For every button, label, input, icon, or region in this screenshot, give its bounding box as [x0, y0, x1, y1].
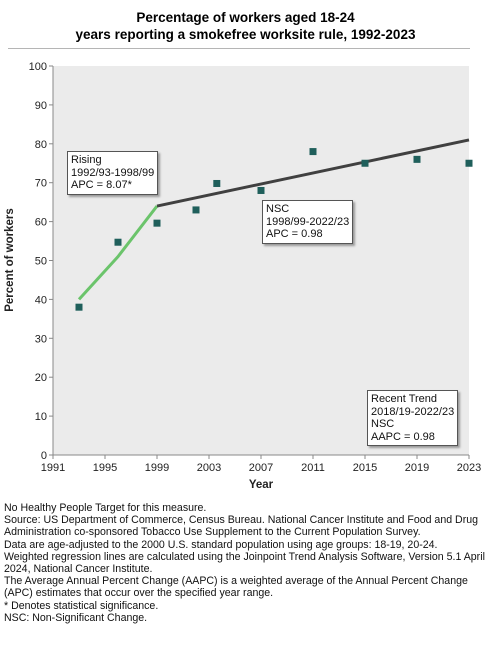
trend-line-1 — [77, 205, 159, 301]
y-tick-label: 60 — [35, 217, 47, 229]
y-tick-label: 0 — [41, 450, 47, 462]
x-tick-label: 2023 — [457, 462, 481, 474]
data-point — [257, 186, 265, 194]
y-tick-label: 70 — [35, 178, 47, 190]
note-significance: * Denotes statistical significance. — [4, 599, 159, 612]
annotation-rising-line-3: APC = 8.07* — [71, 179, 132, 191]
title-divider — [8, 48, 470, 49]
y-tick-label: 80 — [35, 139, 47, 151]
annotation-recent-trend: Recent Trend 2018/19-2022/23 NSC AAPC = … — [367, 390, 459, 446]
x-axis-ticks: 1991 1995 1999 2003 2007 2011 2015 2019 2023 — [41, 455, 481, 474]
data-point — [153, 219, 161, 227]
annotation-nsc-line-2: 1998/99-2022/23 — [266, 215, 350, 228]
x-tick-label: 2019 — [405, 462, 429, 474]
x-tick-label: 2007 — [249, 462, 273, 474]
annotation-nsc-line-1: NSC — [266, 203, 290, 215]
data-points — [75, 148, 473, 311]
data-point — [361, 159, 369, 167]
y-tick-label: 20 — [35, 372, 47, 384]
annotation-recent-line-4: AAPC = 0.98 — [371, 430, 435, 443]
annotation-nsc-line-3: APC = 0.98 — [266, 228, 323, 240]
note-source: Source: US Department of Commerce, Censu… — [4, 514, 479, 539]
annotation-recent-line-1: Recent Trend — [371, 393, 438, 405]
footnotes: No Healthy People Target for this measur… — [4, 502, 488, 624]
chart-title-line-1: Percentage of workers aged 18-24 — [136, 10, 355, 25]
annotation-rising: Rising 1992/93-1998/99 APC = 8.07* — [67, 151, 159, 195]
annotation-recent-line-2: 2018/19-2022/23 — [371, 405, 455, 418]
y-tick-label: 10 — [35, 411, 47, 423]
trend-lines — [77, 138, 470, 301]
x-tick-label: 1999 — [145, 462, 169, 474]
x-tick-label: 1991 — [41, 462, 65, 474]
y-tick-label: 90 — [35, 100, 47, 112]
data-point — [114, 238, 122, 246]
x-tick-label: 2003 — [197, 462, 221, 474]
y-axis-title: Percent of workers — [4, 208, 16, 312]
x-tick-label: 1995 — [93, 462, 117, 474]
y-tick-label: 30 — [35, 333, 47, 345]
y-tick-label: 40 — [35, 294, 47, 306]
data-point — [465, 159, 473, 167]
annotation-rising-line-2: 1992/93-1998/99 — [71, 166, 155, 179]
chart-title-line-2: years reporting a smokefree worksite rul… — [75, 27, 416, 42]
y-tick-label: 50 — [35, 256, 47, 268]
annotation-nsc: NSC 1998/99-2022/23 APC = 0.98 — [262, 200, 354, 244]
y-axis-ticks: 0 10 20 30 40 50 60 70 80 90 100 — [29, 61, 53, 462]
data-point — [213, 179, 221, 187]
note-target: No Healthy People Target for this measur… — [4, 502, 207, 514]
x-tick-label: 2015 — [353, 462, 377, 474]
note-regression: Weighted regression lines are calculated… — [4, 550, 485, 576]
note-aapc: The Average Annual Percent Change (AAPC)… — [4, 575, 468, 600]
trend-line-2 — [156, 138, 470, 208]
note-nsc: NSC: Non-Significant Change. — [4, 611, 148, 624]
x-axis-title: Year — [249, 479, 274, 491]
y-tick-label: 100 — [29, 61, 47, 73]
annotation-recent-line-3: NSC — [371, 418, 395, 430]
data-point — [75, 303, 83, 311]
data-point — [413, 155, 421, 163]
data-point — [192, 206, 200, 214]
x-tick-label: 2011 — [301, 462, 325, 474]
annotation-rising-line-1: Rising — [71, 154, 102, 166]
note-age-adjust: Data are age-adjusted to the 2000 U.S. s… — [4, 538, 438, 551]
chart-title: Percentage of workers aged 18-24 years r… — [0, 9, 491, 43]
data-point — [309, 148, 317, 156]
